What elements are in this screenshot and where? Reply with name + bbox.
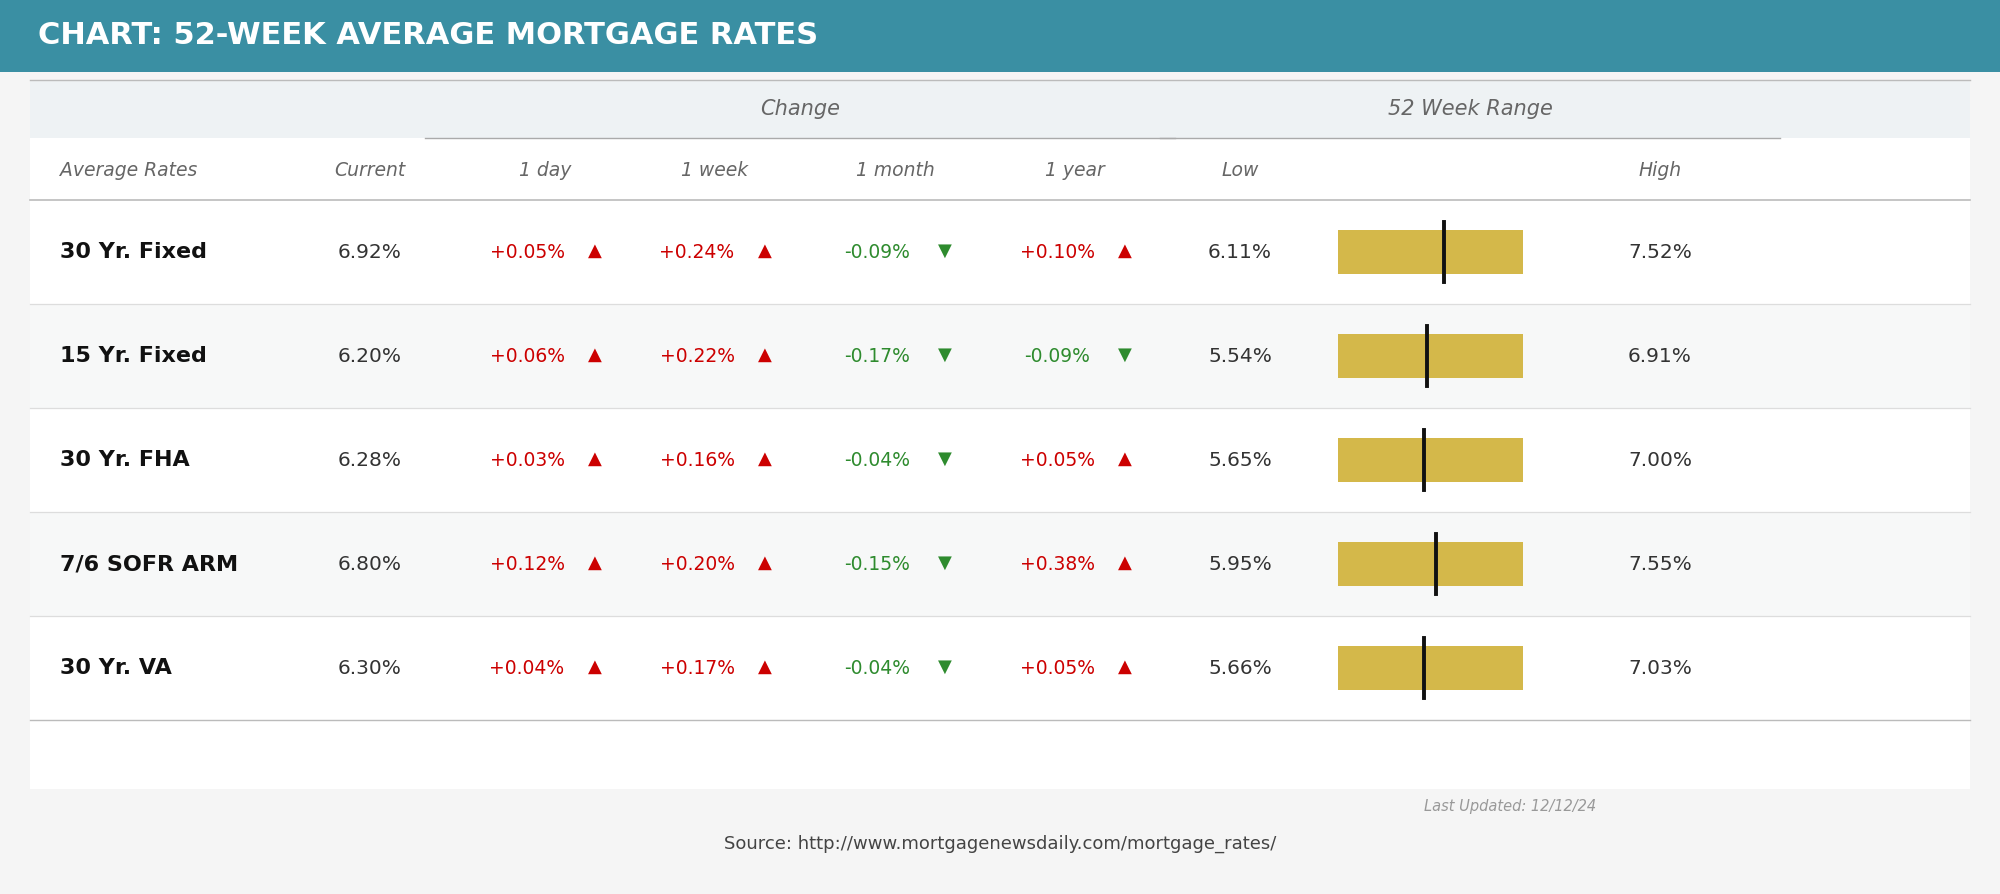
Text: +0.22%: +0.22%	[660, 347, 734, 366]
Text: 1 week: 1 week	[682, 161, 748, 180]
Text: +0.10%: +0.10%	[1020, 242, 1094, 262]
Text: 30 Yr. FHA: 30 Yr. FHA	[60, 450, 190, 470]
Text: 5.66%: 5.66%	[1208, 659, 1272, 678]
Text: +0.04%: +0.04%	[490, 659, 564, 678]
Text: ▼: ▼	[938, 554, 952, 572]
Bar	[30, 80, 1970, 789]
Text: -0.17%: -0.17%	[844, 347, 910, 366]
Text: 5.54%: 5.54%	[1208, 347, 1272, 366]
Text: ▲: ▲	[758, 450, 772, 468]
Text: 52 Week Range: 52 Week Range	[1388, 99, 1552, 119]
Text: Change: Change	[760, 99, 840, 119]
Text: 6.92%: 6.92%	[338, 242, 402, 262]
Text: 6.11%: 6.11%	[1208, 242, 1272, 262]
Text: +0.20%: +0.20%	[660, 554, 734, 573]
Text: +0.17%: +0.17%	[660, 659, 734, 678]
Text: 7.00%: 7.00%	[1628, 451, 1692, 469]
Text: ▼: ▼	[938, 658, 952, 676]
Text: ▲: ▲	[1118, 554, 1132, 572]
Text: 1 year: 1 year	[1046, 161, 1104, 180]
Text: 6.20%: 6.20%	[338, 347, 402, 366]
Text: -0.15%: -0.15%	[844, 554, 910, 573]
Text: ▲: ▲	[758, 658, 772, 676]
Bar	[1338, 646, 1522, 690]
Text: -0.09%: -0.09%	[844, 242, 910, 262]
Text: 15 Yr. Fixed: 15 Yr. Fixed	[60, 346, 206, 366]
Text: +0.12%: +0.12%	[490, 554, 564, 573]
Text: ▼: ▼	[938, 346, 952, 364]
Text: ▼: ▼	[938, 242, 952, 260]
Text: +0.06%: +0.06%	[490, 347, 564, 366]
Text: 1 day: 1 day	[518, 161, 572, 180]
Text: 7.55%: 7.55%	[1628, 554, 1692, 573]
Text: -0.04%: -0.04%	[844, 451, 910, 469]
Text: 6.28%: 6.28%	[338, 451, 402, 469]
Text: +0.05%: +0.05%	[1020, 659, 1094, 678]
Text: ▲: ▲	[588, 658, 602, 676]
Text: 7.52%: 7.52%	[1628, 242, 1692, 262]
Text: CHART: 52-WEEK AVERAGE MORTGAGE RATES: CHART: 52-WEEK AVERAGE MORTGAGE RATES	[38, 21, 818, 50]
Text: +0.05%: +0.05%	[490, 242, 564, 262]
Bar	[1338, 438, 1522, 482]
Text: Current: Current	[334, 161, 406, 180]
Text: ▲: ▲	[1118, 242, 1132, 260]
Text: 6.30%: 6.30%	[338, 659, 402, 678]
Text: Average Rates: Average Rates	[60, 161, 198, 180]
Text: +0.05%: +0.05%	[1020, 451, 1094, 469]
Text: ▼: ▼	[1118, 346, 1132, 364]
Text: ▲: ▲	[588, 346, 602, 364]
Text: ▲: ▲	[758, 346, 772, 364]
Text: +0.38%: +0.38%	[1020, 554, 1094, 573]
Text: +0.16%: +0.16%	[660, 451, 734, 469]
Text: 7.03%: 7.03%	[1628, 659, 1692, 678]
Text: Low: Low	[1222, 161, 1258, 180]
Text: -0.09%: -0.09%	[1024, 347, 1090, 366]
Text: High: High	[1638, 161, 1682, 180]
Bar	[1338, 230, 1522, 274]
Bar	[30, 512, 1970, 616]
Text: ▼: ▼	[938, 450, 952, 468]
Text: 5.65%: 5.65%	[1208, 451, 1272, 469]
Text: 30 Yr. Fixed: 30 Yr. Fixed	[60, 242, 208, 262]
Text: -0.04%: -0.04%	[844, 659, 910, 678]
Text: 6.80%: 6.80%	[338, 554, 402, 573]
Bar	[0, 0, 2000, 72]
Bar	[30, 304, 1970, 408]
Text: 7/6 SOFR ARM: 7/6 SOFR ARM	[60, 554, 238, 574]
Text: Source: http://www.mortgagenewsdaily.com/mortgage_rates/: Source: http://www.mortgagenewsdaily.com…	[724, 835, 1276, 853]
Text: 1 month: 1 month	[856, 161, 934, 180]
Bar	[1338, 542, 1522, 586]
Text: ▲: ▲	[588, 554, 602, 572]
Text: +0.03%: +0.03%	[490, 451, 564, 469]
Bar	[1338, 334, 1522, 378]
Text: ▲: ▲	[758, 554, 772, 572]
Bar	[30, 80, 1970, 138]
Text: ▲: ▲	[1118, 658, 1132, 676]
Text: 6.91%: 6.91%	[1628, 347, 1692, 366]
Text: 5.95%: 5.95%	[1208, 554, 1272, 573]
Text: ▲: ▲	[1118, 450, 1132, 468]
Text: 30 Yr. VA: 30 Yr. VA	[60, 658, 172, 678]
Text: Last Updated: 12/12/24: Last Updated: 12/12/24	[1424, 798, 1596, 814]
Text: +0.24%: +0.24%	[660, 242, 734, 262]
Text: ▲: ▲	[588, 450, 602, 468]
Text: ▲: ▲	[758, 242, 772, 260]
Text: ▲: ▲	[588, 242, 602, 260]
